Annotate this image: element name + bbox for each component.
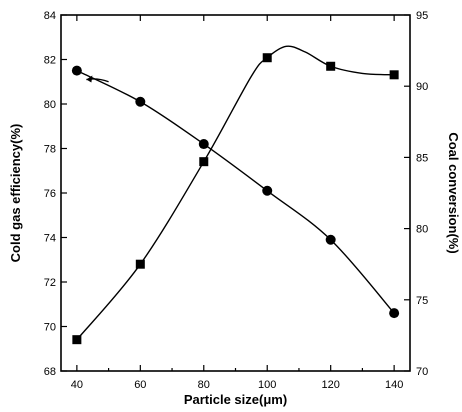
x-axis-title: Particle size(μm) [184,392,287,407]
y-tick-label-left: 84 [44,10,56,22]
x-tick-label: 60 [134,379,146,391]
data-point-circle [135,96,146,107]
x-tick-label: 40 [71,379,83,391]
y-tick-label-right: 90 [416,81,428,93]
data-point-circle [262,185,273,196]
y-tick-label-left: 78 [44,144,56,156]
data-point-square [262,53,272,63]
y-tick-label-right: 95 [416,10,428,22]
x-tick-label: 100 [258,379,276,391]
data-point-square [199,157,209,167]
arrow-head [86,75,93,83]
y-tick-label-right: 85 [416,152,428,164]
data-point-square [326,61,336,71]
chart-axes [60,14,411,372]
series-line-left [76,69,395,314]
chart-series [71,45,400,345]
series-line-right [76,45,395,341]
y-axis-title-left: Cold gas efficiency(%) [8,124,23,263]
y-tick-label-right: 80 [416,224,428,236]
data-point-circle [325,234,336,245]
data-point-square [135,259,145,269]
y-tick-label-left: 76 [44,188,56,200]
y-tick-label-right: 70 [416,366,428,378]
data-point-square [389,70,399,80]
data-point-circle [71,65,82,76]
y-tick-label-left: 80 [44,99,56,111]
y-tick-label-left: 82 [44,55,56,67]
data-point-circle [198,139,209,150]
x-tick-label: 80 [198,379,210,391]
y-tick-label-left: 68 [44,366,56,378]
data-point-circle [389,308,400,319]
x-tick-label: 120 [322,379,340,391]
y-tick-label-right: 75 [416,295,428,307]
chart-ticks: 40 60 80 100 120 140 68 70 72 74 76 78 80 82 84 70 75 80 8… [44,10,429,391]
chart-annotations [86,75,109,83]
plot-frame [60,14,411,372]
data-point-square [72,335,82,345]
y-tick-label-left: 70 [44,322,56,334]
y-tick-label-left: 74 [44,233,56,245]
y-tick-label-left: 72 [44,277,56,289]
x-tick-label: 140 [385,379,403,391]
y-axis-title-right: Coal conversion(%) [446,132,461,253]
